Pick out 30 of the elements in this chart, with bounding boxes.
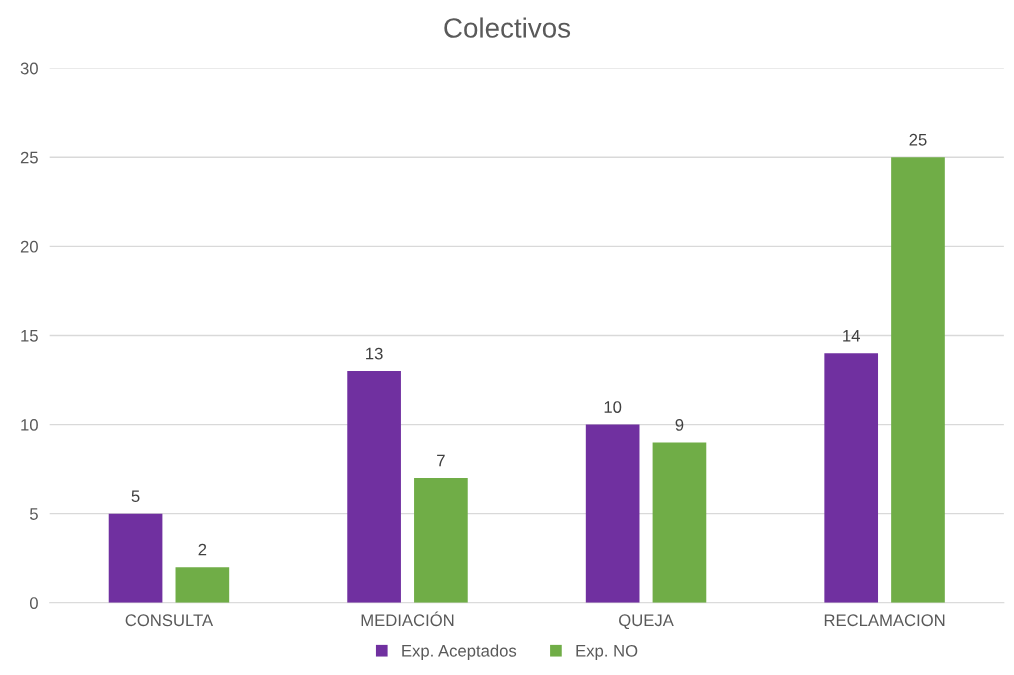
bar — [585, 424, 640, 603]
data-label: 5 — [131, 490, 140, 503]
bar — [175, 567, 230, 603]
data-label: 10 — [604, 401, 622, 413]
y-tick-label: 5 — [29, 508, 38, 520]
y-tick-label: 25 — [20, 151, 38, 164]
bar — [652, 442, 707, 603]
data-label: 2 — [198, 543, 207, 556]
y-tick-label: 20 — [20, 240, 38, 253]
y-tick-label: 0 — [29, 597, 38, 609]
x-tick-label: MEDIACIÓN — [361, 611, 454, 627]
data-label: 7 — [437, 454, 445, 467]
bar — [347, 371, 401, 603]
y-tick-label: 30 — [20, 62, 38, 75]
bar — [891, 157, 945, 603]
data-label: 14 — [843, 330, 860, 342]
y-tick-label: 10 — [21, 418, 38, 431]
data-label: 13 — [366, 347, 383, 360]
x-tick-label: CONSULTA — [125, 614, 214, 627]
data-label: 25 — [909, 133, 927, 146]
bar — [414, 478, 468, 603]
x-tick-label: RECLAMACION — [824, 614, 945, 627]
bar — [108, 513, 163, 603]
bar — [824, 353, 879, 603]
legend-label: Exp. Aceptados — [402, 644, 517, 660]
y-tick-label: 15 — [21, 330, 38, 342]
data-label: 9 — [675, 418, 684, 431]
legend-label: Exp. NO — [576, 644, 638, 660]
x-tick-label: QUEJA — [619, 614, 674, 630]
chart-title: Colectivos — [444, 17, 571, 38]
